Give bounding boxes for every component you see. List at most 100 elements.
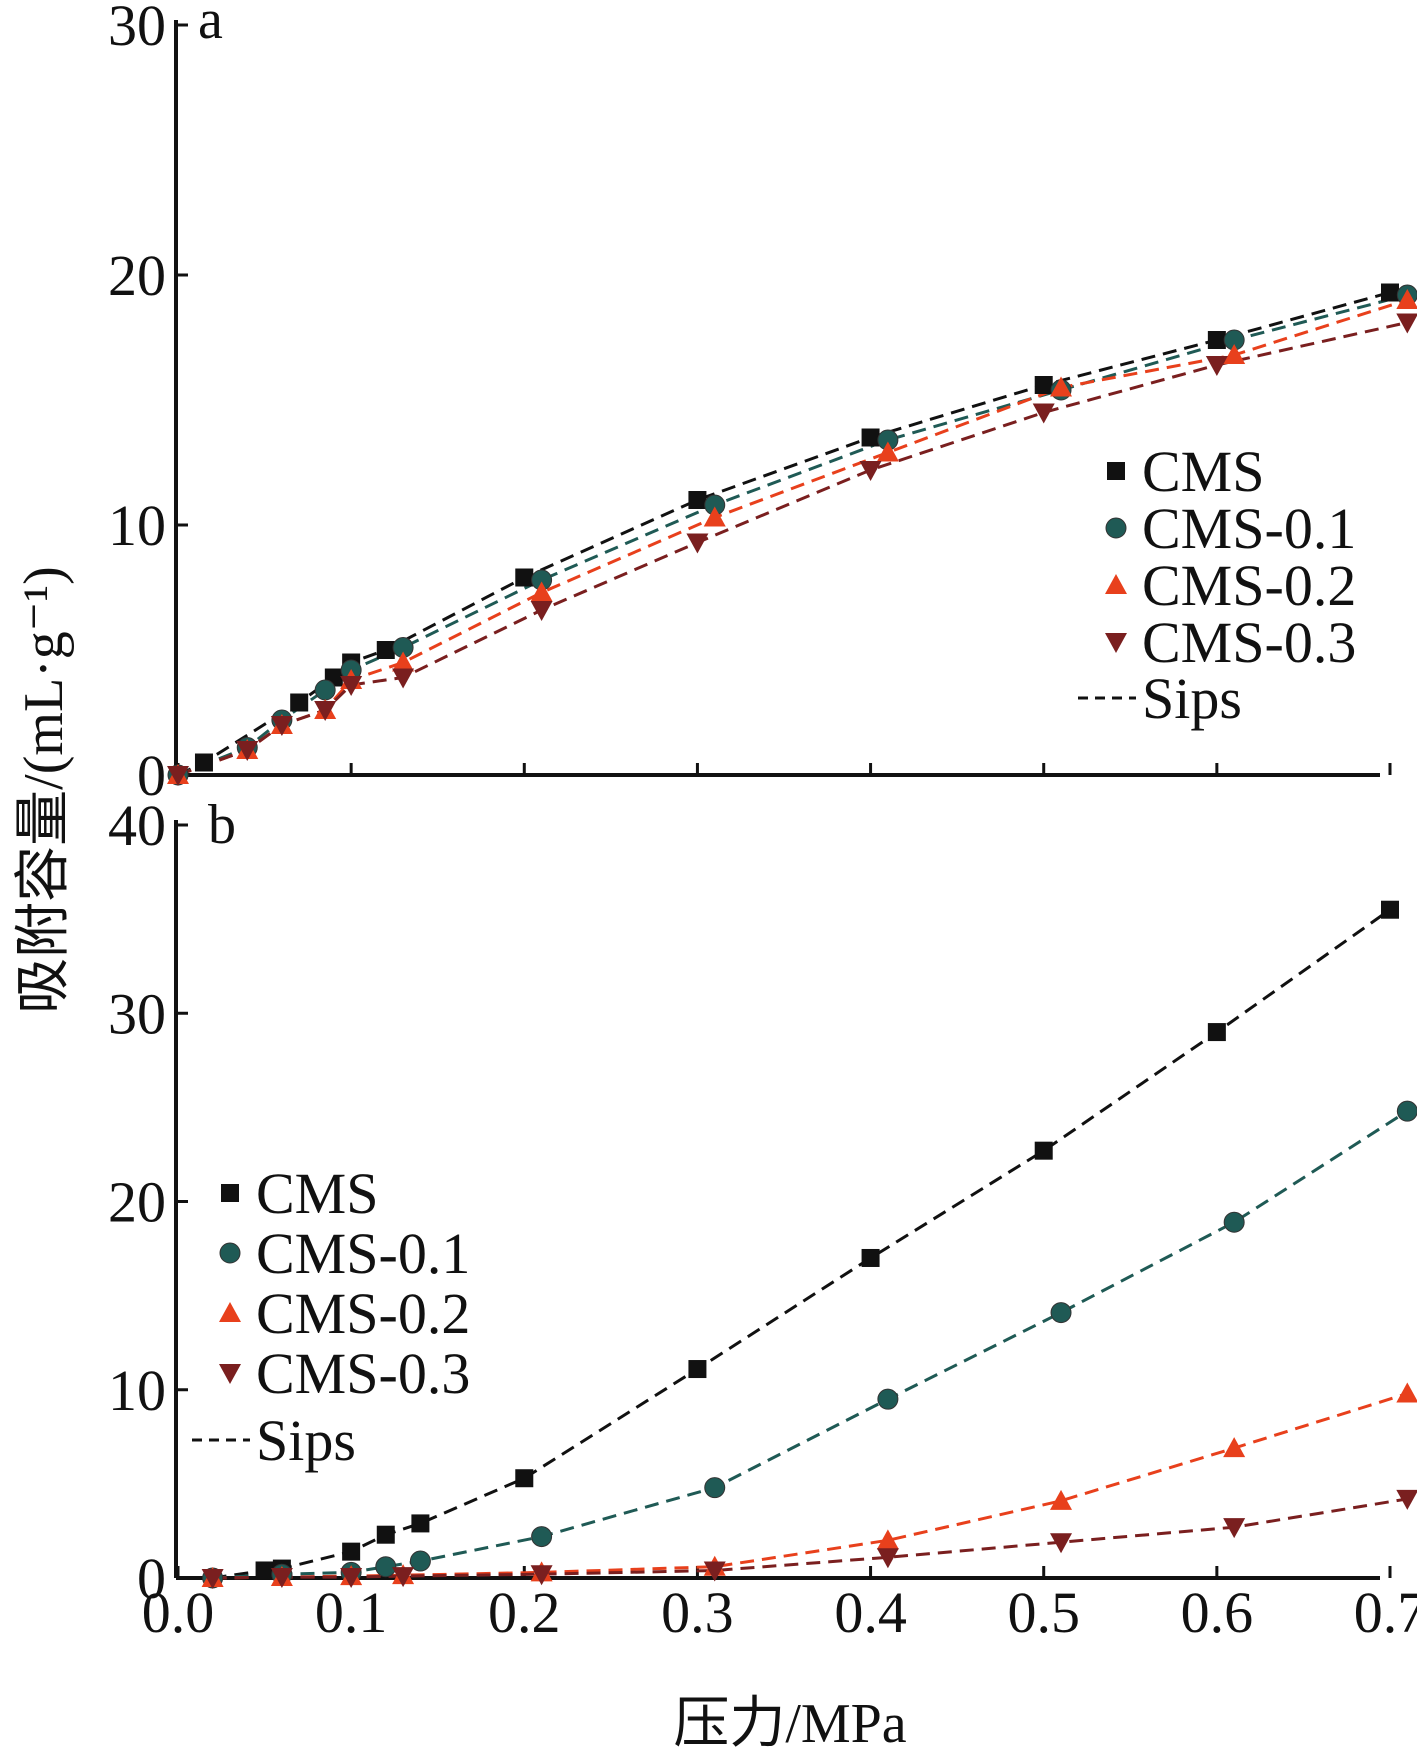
panel-b-point-cms bbox=[861, 1248, 880, 1267]
panel-a-point-cms bbox=[290, 693, 309, 712]
panel-b-point-cms-0.3 bbox=[392, 1567, 415, 1588]
panel-a-legend-label-sips: Sips bbox=[1142, 666, 1242, 731]
panel-a-y-tick-label: 10 bbox=[108, 493, 166, 558]
panel-b-legend-label-cms: CMS bbox=[256, 1161, 379, 1226]
panel-b-point-cms-0.1 bbox=[704, 1477, 726, 1499]
panel-b-legend-marker-cms-0.2 bbox=[219, 1302, 241, 1322]
panel-a-point-cms bbox=[1034, 376, 1053, 394]
panel-a-point-cms-0.3 bbox=[1396, 313, 1417, 334]
panel-b-point-cms-0.1 bbox=[1050, 1302, 1072, 1324]
panel-b-point-cms bbox=[1207, 1023, 1226, 1042]
panel-b-point-cms bbox=[1034, 1141, 1053, 1160]
panel-b-point-cms-0.2 bbox=[1223, 1437, 1246, 1458]
panel-a-point-cms-0.3 bbox=[314, 701, 337, 721]
panel-b-point-cms-0.3 bbox=[1223, 1518, 1246, 1539]
panel-b-legend-label-sips: Sips bbox=[256, 1408, 356, 1473]
panel-a-point-cms-0.3 bbox=[392, 668, 415, 689]
panel-a-point-cms-0.2 bbox=[876, 441, 899, 462]
panel-b-point-cms bbox=[1381, 900, 1399, 919]
panel-a-point-cms-0.3 bbox=[1032, 403, 1055, 424]
panel-b-point-cms bbox=[411, 1514, 430, 1533]
panel-b-point-cms bbox=[342, 1542, 361, 1561]
panel-b-label: b bbox=[208, 794, 236, 856]
panel-b-point-cms bbox=[255, 1561, 274, 1580]
panel-a-point-cms bbox=[515, 568, 534, 587]
panel-b-point-cms bbox=[688, 1360, 707, 1379]
panel-b-point-cms-0.3 bbox=[270, 1568, 293, 1589]
panel-b-point-cms-0.3 bbox=[703, 1561, 726, 1582]
panel-b-y-tick-label: 0 bbox=[137, 1546, 166, 1611]
panel-b-y-tick-label: 40 bbox=[108, 793, 166, 858]
panel-a-point-cms bbox=[688, 491, 707, 509]
x-tick-label: 0.6 bbox=[1181, 1580, 1254, 1645]
panel-b-point-cms-0.3 bbox=[1050, 1533, 1073, 1554]
panel-a-legend-marker-cms-0.1 bbox=[1105, 517, 1127, 539]
panel-a-point-cms-0.2 bbox=[1396, 289, 1417, 309]
panel-a-point-cms bbox=[1381, 283, 1399, 302]
panel-a-y-tick-label: 30 bbox=[108, 0, 166, 58]
panel-b-y-tick-label: 20 bbox=[108, 1170, 166, 1235]
panel-a-y-tick-label: 0 bbox=[137, 743, 166, 808]
panel-a-point-cms-0.2 bbox=[1223, 344, 1246, 364]
panel-a-fit-curve-cms-0.3 bbox=[177, 321, 1408, 777]
x-tick-label: 0.2 bbox=[488, 1580, 561, 1645]
panel-a-point-cms-0.2 bbox=[530, 581, 553, 602]
panel-b-legend-marker-cms-0.1 bbox=[219, 1242, 241, 1264]
x-tick-label: 0.1 bbox=[315, 1580, 388, 1645]
panel-b-y-tick-label: 10 bbox=[108, 1358, 166, 1423]
panel-a-legend-label-cms-0.1: CMS-0.1 bbox=[1142, 496, 1356, 561]
panel-b-fit-curve-cms-0.2 bbox=[212, 1392, 1408, 1580]
panel-b-point-cms-0.3 bbox=[1396, 1489, 1417, 1510]
panel-a-legend-label-cms-0.3: CMS-0.3 bbox=[1142, 610, 1356, 675]
panel-b-point-cms-0.3 bbox=[530, 1565, 553, 1586]
panel-b-point-cms bbox=[376, 1525, 395, 1544]
panel-b-y-tick-label: 30 bbox=[108, 981, 166, 1046]
panel-b-legend-label-cms-0.1: CMS-0.1 bbox=[256, 1221, 470, 1286]
panel-b-point-cms-0.3 bbox=[340, 1568, 363, 1589]
panel-b-point-cms-0.2 bbox=[876, 1529, 899, 1550]
panel-a-point-cms bbox=[1207, 331, 1226, 349]
x-tick-label: 0.4 bbox=[834, 1580, 907, 1645]
x-tick-label: 0.5 bbox=[1007, 1580, 1080, 1645]
panel-a-legend-marker-cms-0.3 bbox=[1105, 633, 1127, 653]
panel-a-point-cms-0.3 bbox=[270, 716, 293, 736]
panel-a-label: a bbox=[198, 0, 223, 51]
panel-b-point-cms-0.2 bbox=[1396, 1382, 1417, 1403]
panel-b-point-cms-0.1 bbox=[531, 1526, 553, 1548]
panel-b-legend-label-cms-0.2: CMS-0.2 bbox=[256, 1281, 470, 1346]
panel-b-point-cms-0.1 bbox=[1223, 1211, 1245, 1233]
panel-a-point-cms-0.3 bbox=[1205, 356, 1228, 376]
y-axis-title: 吸附容量/(mL·g⁻¹) bbox=[13, 566, 75, 1014]
panel-a-point-cms-0.1 bbox=[314, 679, 336, 701]
panel-a-legend-label-cms-0.2: CMS-0.2 bbox=[1142, 553, 1356, 618]
panel-a-legend-marker-cms bbox=[1107, 462, 1125, 480]
panel-b-legend-label-cms-0.3: CMS-0.3 bbox=[256, 1341, 470, 1406]
panel-a-legend-label-cms: CMS bbox=[1142, 439, 1265, 504]
panel-a-point-cms bbox=[194, 753, 213, 772]
panel-a-point-cms bbox=[861, 428, 880, 447]
x-axis-title: 压力/MPa bbox=[673, 1693, 906, 1755]
panel-a-point-cms-0.2 bbox=[1050, 376, 1073, 397]
panel-b-point-cms-0.2 bbox=[1050, 1489, 1073, 1510]
panel-b-point-cms-0.3 bbox=[201, 1569, 224, 1589]
legend-layer: CMSCMS-0.1CMS-0.2CMS-0.3SipsCMSCMS-0.1CM… bbox=[192, 439, 1356, 1473]
panel-a-point-cms-0.2 bbox=[392, 651, 415, 672]
panel-a-fit-curve-cms-0.2 bbox=[177, 298, 1408, 777]
panel-a-point-cms-0.3 bbox=[686, 533, 709, 554]
panel-b-point-cms-0.1 bbox=[877, 1388, 899, 1410]
panel-b-point-cms-0.1 bbox=[1396, 1100, 1417, 1122]
panel-b-point-cms-0.1 bbox=[375, 1556, 397, 1578]
panel-a-point-cms-0.2 bbox=[703, 506, 726, 527]
panel-b-point-cms-0.3 bbox=[876, 1548, 899, 1569]
panel-b-legend-marker-cms bbox=[221, 1184, 239, 1202]
x-tick-label: 0.3 bbox=[661, 1580, 734, 1645]
panel-b-point-cms bbox=[515, 1469, 534, 1488]
panel-a-point-cms-0.3 bbox=[530, 601, 553, 621]
panel-a-point-cms-0.3 bbox=[859, 461, 882, 481]
panel-a-y-tick-label: 20 bbox=[108, 243, 166, 308]
panel-a-point-cms-0.3 bbox=[340, 676, 363, 696]
panel-a-legend-marker-cms-0.2 bbox=[1105, 574, 1127, 594]
x-tick-label: 0.7 bbox=[1354, 1580, 1417, 1645]
markers-layer bbox=[167, 283, 1417, 1589]
